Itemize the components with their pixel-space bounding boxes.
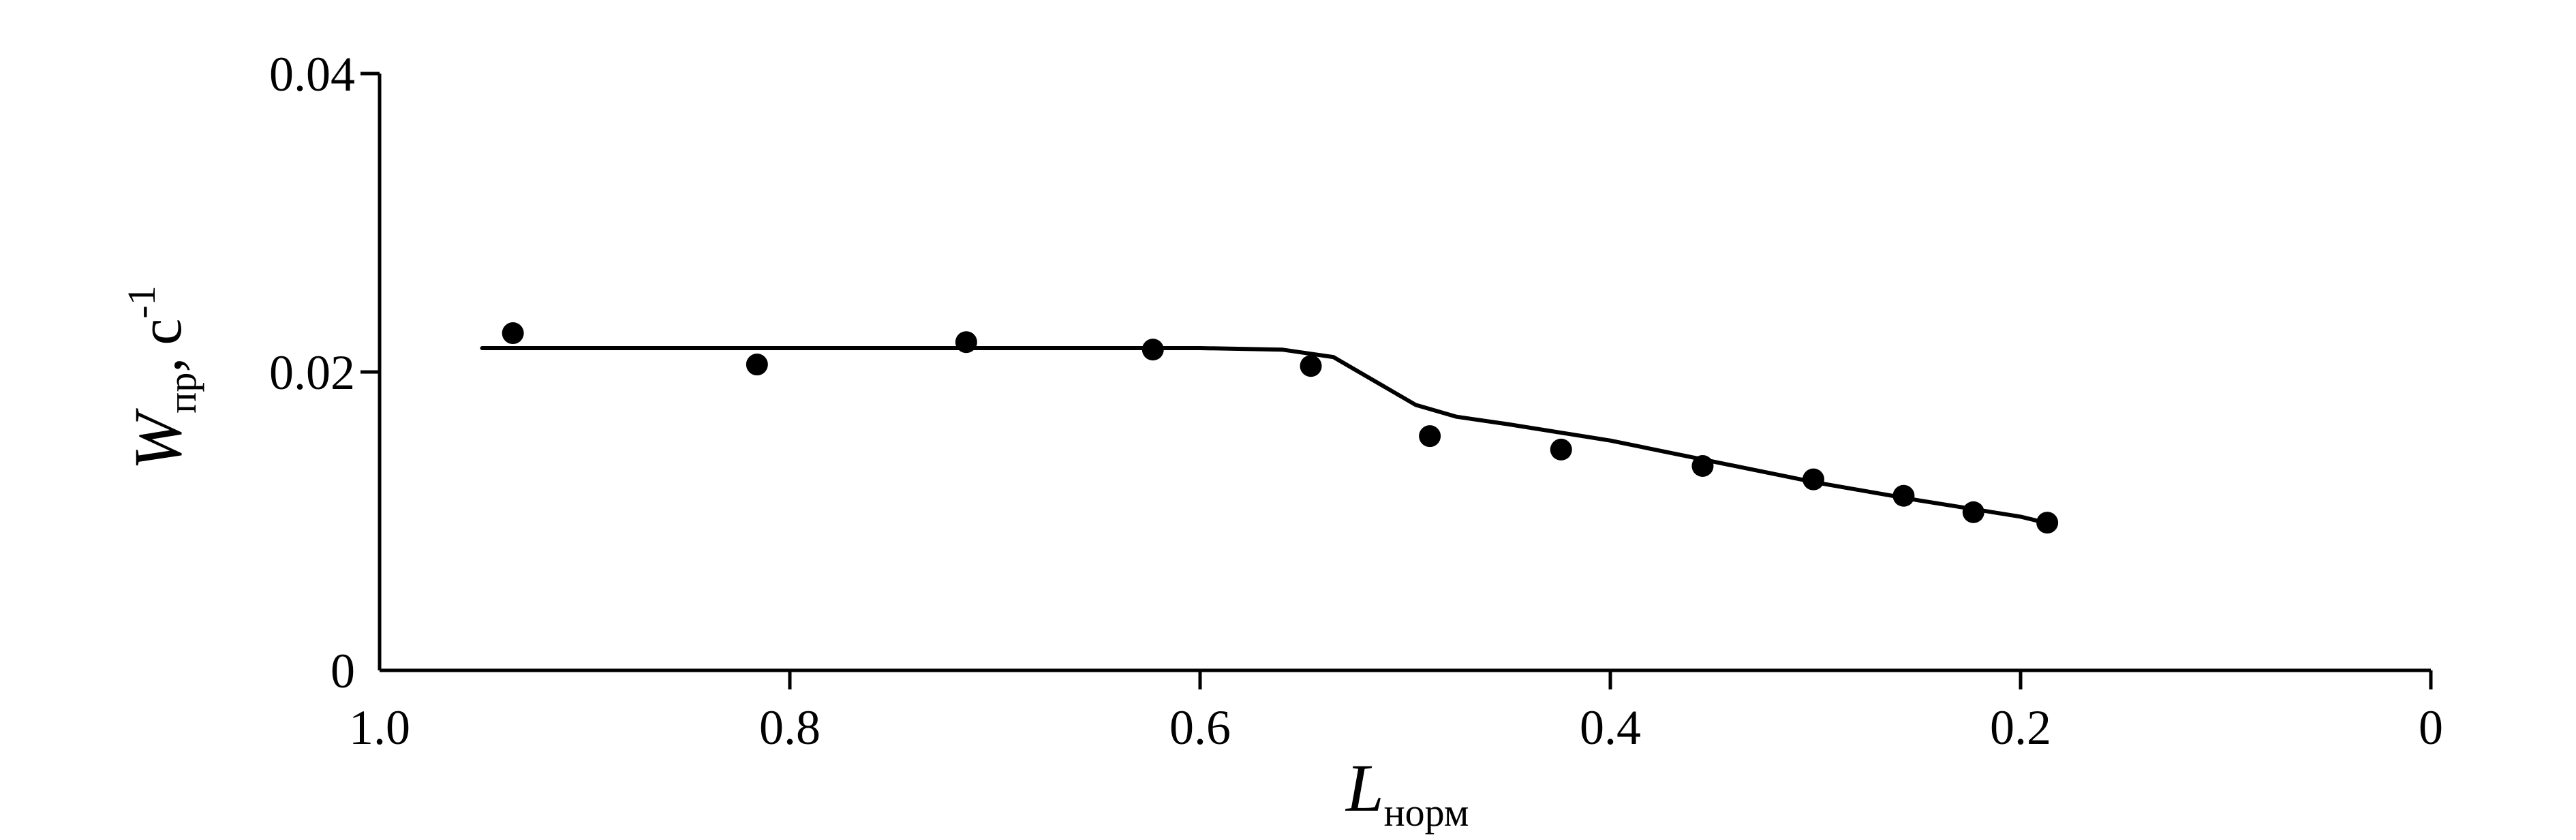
x-tick-label: 0 [2419,700,2443,755]
x-axis-title-main: L [1345,750,1384,826]
y-tick-label: 0.04 [269,47,355,102]
data-point [1962,501,1984,523]
data-point [1691,454,1714,477]
x-axis-title-subscript: норм [1384,790,1469,835]
y-axis-title-subscript: пр [160,373,204,414]
data-point [1419,425,1441,448]
data-point [2036,512,2059,534]
y-axis-title-unit: с [128,319,194,345]
x-tick-label: 0.4 [1580,700,1641,755]
y-ticks: 0 0.02 0.04 [269,47,380,698]
data-point [955,331,977,354]
y-axis-title-main: W [120,408,196,470]
data-points [502,322,2059,534]
data-point [1300,355,1322,377]
data-point [502,322,524,345]
y-tick-label: 0 [331,644,355,698]
x-tick-label: 0.6 [1169,700,1231,755]
data-point [1550,438,1572,461]
data-point [1892,484,1915,507]
fit-curve [480,346,2054,527]
data-point [746,354,768,376]
x-tick-label: 1.0 [349,700,410,755]
x-tick-label: 0.8 [759,700,821,755]
axes [378,74,2431,672]
y-axis-title-unit-superscript: -1 [119,285,164,318]
y-tick-label: 0.02 [269,345,355,400]
y-axis-title-separator: , [128,358,194,373]
data-point [1141,339,1164,361]
x-ticks: 1.0 0.8 0.6 0.4 0.2 0 [349,670,2443,755]
data-point [1802,468,1824,491]
x-tick-label: 0.2 [1990,700,2051,755]
x-axis-title: Lнорм [1345,750,1469,835]
y-axis-title: Wпр, с-1 [119,285,204,470]
